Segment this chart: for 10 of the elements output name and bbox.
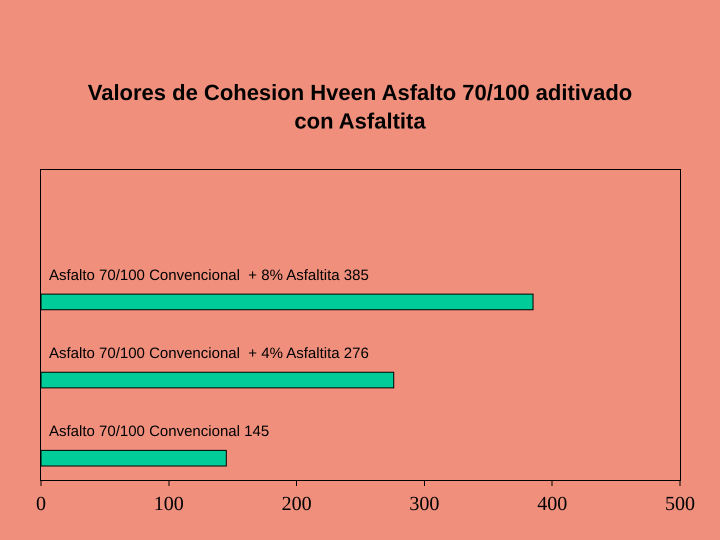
x-tick-label: 0	[36, 493, 46, 515]
x-tick-label: 200	[282, 493, 312, 515]
y-tick-label: Asfalto 70/100 Convencional + 4% Asfaltita 276	[49, 345, 369, 362]
y-tick-label: Asfalto 70/100 Convencional 145	[49, 423, 270, 440]
x-tick-label: 500	[665, 493, 695, 515]
x-tick-label: 100	[154, 493, 184, 515]
y-tick-label: Asfalto 70/100 Convencional + 8% Asfaltita 385	[49, 267, 369, 284]
x-tick-label: 300	[409, 493, 440, 515]
chart-title: Valores de Cohesion Hveen Asfalto 70/100 aditivado con Asfaltita	[88, 80, 632, 134]
x-tick-label: 400	[537, 493, 568, 515]
